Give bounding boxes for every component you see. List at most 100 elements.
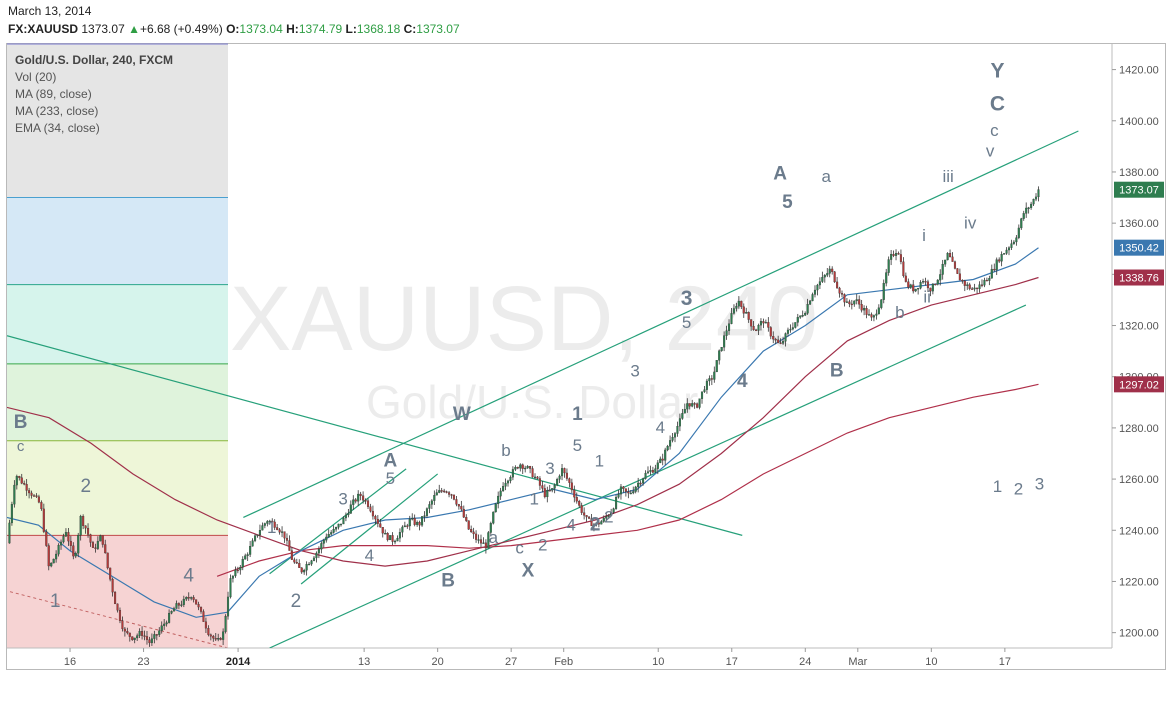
ema34-line: [7, 247, 1039, 618]
candle-down: [195, 599, 198, 605]
candle-up: [182, 598, 185, 605]
candle-down: [583, 512, 586, 516]
candle-up: [487, 532, 490, 549]
candle-up: [546, 490, 549, 498]
legend-title[interactable]: Gold/U.S. Dollar, 240, FXCM: [15, 53, 174, 67]
candle-down: [580, 505, 583, 513]
candle-up: [165, 622, 168, 625]
legend-indicator-ma233[interactable]: MA (233, close): [15, 104, 99, 118]
candle-down: [904, 275, 907, 282]
candle-down: [219, 638, 222, 640]
candle-down: [20, 477, 23, 484]
candle-up: [411, 518, 414, 520]
candle-down: [475, 533, 478, 540]
candle-down: [578, 501, 581, 506]
candle-up: [882, 282, 885, 300]
candle-down: [912, 284, 915, 292]
candle-up: [988, 278, 991, 281]
candle-up: [649, 470, 652, 472]
candle-up: [342, 517, 345, 525]
candle-up: [15, 476, 18, 486]
candle-down: [831, 268, 834, 272]
candle-down: [752, 326, 755, 331]
wave-label: ii: [923, 287, 931, 306]
x-tick-label: 17: [999, 656, 1011, 668]
candle-down: [624, 488, 627, 492]
wave-label: 2: [590, 514, 601, 535]
candle-up: [592, 524, 596, 527]
candle-up: [632, 491, 635, 494]
last-price: 1373.07: [81, 22, 125, 36]
ma89-line: [7, 276, 1039, 567]
wave-label: 4: [737, 371, 748, 392]
candle-down: [443, 490, 446, 493]
candle-up: [511, 469, 514, 478]
price-label-text: 1338.76: [1119, 273, 1159, 285]
candle-down: [364, 500, 367, 502]
candle-down: [472, 531, 475, 535]
candle-up: [735, 306, 738, 309]
symbol-name[interactable]: FX:XAUUSD: [8, 22, 79, 36]
candle-up: [77, 534, 80, 554]
wave-label: 4: [365, 546, 374, 565]
candle-down: [899, 254, 902, 262]
candle-up: [730, 313, 733, 324]
candle-down: [907, 281, 910, 288]
candle-up: [524, 467, 527, 470]
candle-up: [349, 504, 352, 514]
candle-down: [779, 342, 782, 344]
chart-frame[interactable]: [6, 43, 1166, 670]
candle-down: [359, 493, 362, 496]
y-tick-label: 1320.00: [1119, 321, 1159, 333]
candle-down: [236, 569, 239, 572]
ma233-line: [216, 383, 1039, 577]
candle-down: [391, 535, 394, 542]
candle-down: [767, 322, 770, 328]
candle-down: [565, 472, 568, 479]
candle-down: [543, 488, 546, 498]
candle-up: [246, 554, 249, 556]
candle-down: [479, 539, 483, 544]
candle-down: [199, 606, 203, 612]
candle-up: [715, 360, 718, 373]
candle-up: [168, 612, 171, 623]
candle-up: [138, 631, 141, 636]
y-tick-label: 1400.00: [1119, 116, 1159, 128]
candle-up: [612, 508, 615, 513]
candle-down: [86, 527, 90, 535]
candle-up: [96, 540, 99, 549]
candle-up: [703, 389, 706, 392]
candle-down: [971, 288, 974, 290]
candle-up: [944, 259, 947, 265]
fib-band: [7, 363, 228, 441]
candle-down: [843, 294, 846, 303]
candle-up: [62, 536, 65, 543]
candle-down: [467, 520, 470, 530]
plot-area: [7, 130, 1079, 648]
legend-indicator-ma89[interactable]: MA (89, close): [15, 87, 92, 101]
candle-up: [880, 299, 883, 308]
candle-down: [123, 628, 126, 632]
candle-down: [192, 597, 195, 600]
legend-indicator-vol[interactable]: Vol (20): [15, 70, 57, 84]
wave-label: 5: [682, 313, 691, 332]
candle-up: [698, 398, 701, 408]
legend-indicator-ema34[interactable]: EMA (34, close): [15, 121, 100, 135]
candle-down: [929, 287, 932, 292]
candle-up: [872, 315, 875, 318]
candle-up: [737, 300, 740, 307]
candle-up: [234, 569, 237, 577]
candle-down: [747, 312, 750, 320]
candle-up: [885, 272, 888, 284]
candle-up: [644, 472, 647, 479]
wave-label: 1: [50, 591, 61, 612]
candle-up: [261, 525, 264, 531]
candle-up: [705, 380, 708, 390]
candle-down: [101, 535, 104, 545]
candle-up: [995, 259, 998, 270]
candle-up: [634, 486, 637, 492]
candle-down: [452, 494, 456, 500]
wave-label: 2: [538, 536, 547, 555]
candle-down: [376, 518, 379, 524]
